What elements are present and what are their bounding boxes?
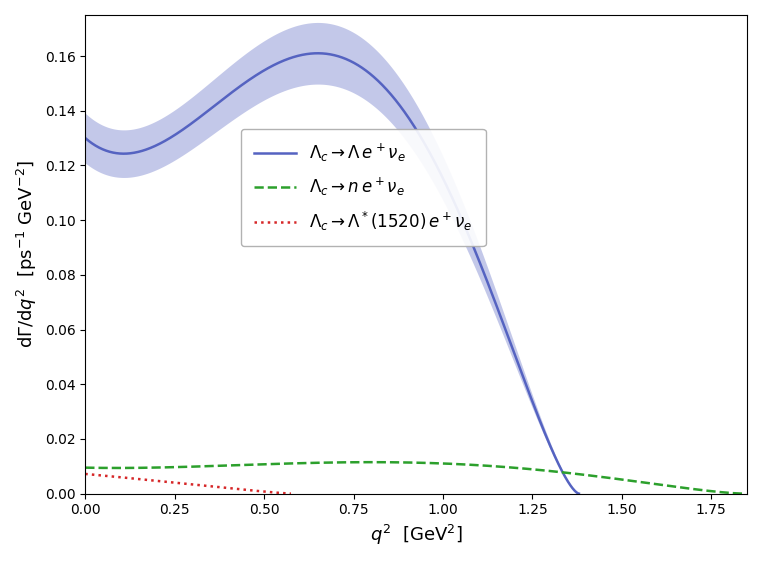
$\Lambda_c \to \Lambda\, e^+\nu_e$ [466, 237, 475, 243]
X-axis label: $q^2$  [GeV$^2$]: $q^2$ [GeV$^2$] [370, 523, 463, 547]
$\Lambda_c \to n\, e^+\nu_e$ [367, 459, 376, 465]
$\Lambda_c \to n\, e^+\nu_e$ [347, 459, 356, 466]
$\Lambda_c \to \Lambda^*(1520)\, e^+\nu_e$ [171, 479, 181, 486]
$\Lambda_c \to \Lambda\, e^+\nu_e$ [81, 135, 90, 142]
$\Lambda_c \to \Lambda\, e^+\nu_e$ [475, 259, 484, 265]
$\Lambda_c \to \Lambda\, e^+\nu_e$ [313, 50, 322, 57]
$\Lambda_c \to \Lambda\, e^+\nu_e$ [298, 51, 307, 58]
$\Lambda_c \to n\, e^+\nu_e$ [607, 475, 616, 482]
$\Lambda_c \to n\, e^+\nu_e$ [594, 473, 604, 480]
$\Lambda_c \to \Lambda^*(1520)\, e^+\nu_e$ [245, 487, 254, 493]
Line: $\Lambda_c \to n\, e^+\nu_e$: $\Lambda_c \to n\, e^+\nu_e$ [85, 462, 744, 493]
$\Lambda_c \to n\, e^+\nu_e$ [533, 466, 543, 473]
$\Lambda_c \to \Lambda\, e^+\nu_e$ [131, 149, 140, 156]
Line: $\Lambda_c \to \Lambda\, e^+\nu_e$: $\Lambda_c \to \Lambda\, e^+\nu_e$ [85, 53, 579, 493]
$\Lambda_c \to n\, e^+\nu_e$ [739, 490, 748, 497]
$\Lambda_c \to \Lambda^*(1520)\, e^+\nu_e$ [164, 479, 173, 486]
$\Lambda_c \to n\, e^+\nu_e$ [148, 464, 157, 471]
$\Lambda_c \to \Lambda^*(1520)\, e^+\nu_e$ [81, 470, 90, 477]
$\Lambda_c \to \Lambda^*(1520)\, e^+\nu_e$ [222, 484, 231, 491]
$\Lambda_c \to \Lambda^*(1520)\, e^+\nu_e$ [287, 490, 296, 497]
$\Lambda_c \to \Lambda\, e^+\nu_e$ [280, 57, 290, 64]
$\Lambda_c \to \Lambda\, e^+\nu_e$ [575, 490, 584, 497]
Line: $\Lambda_c \to \Lambda^*(1520)\, e^+\nu_e$: $\Lambda_c \to \Lambda^*(1520)\, e^+\nu_… [85, 474, 291, 493]
$\Lambda_c \to \Lambda^*(1520)\, e^+\nu_e$ [241, 487, 250, 493]
Y-axis label: d$\Gamma$/d$q^2$  [ps$^{-1}$ GeV$^{-2}$]: d$\Gamma$/d$q^2$ [ps$^{-1}$ GeV$^{-2}$] [15, 160, 39, 348]
$\Lambda_c \to \Lambda\, e^+\nu_e$ [420, 140, 429, 147]
$\Lambda_c \to \Lambda^*(1520)\, e^+\nu_e$ [101, 473, 110, 479]
$\Lambda_c \to n\, e^+\nu_e$ [81, 464, 90, 471]
Legend: $\Lambda_c \to \Lambda\, e^+\nu_e$, $\Lambda_c \to n\, e^+\nu_e$, $\Lambda_c \to: $\Lambda_c \to \Lambda\, e^+\nu_e$, $\La… [241, 129, 485, 246]
$\Lambda_c \to n\, e^+\nu_e$ [371, 459, 380, 465]
